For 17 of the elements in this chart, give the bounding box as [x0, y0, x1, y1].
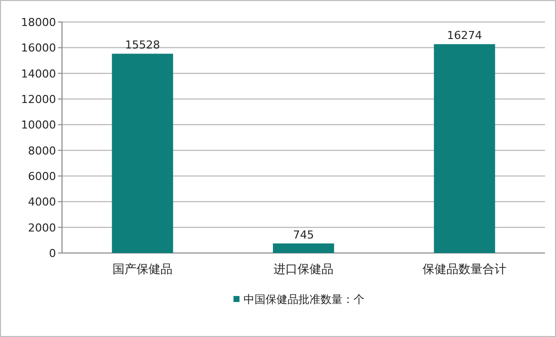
y-tick-label: 18000 — [21, 16, 56, 29]
x-tick-label: 国产保健品 — [112, 262, 172, 276]
x-tick-label: 保健品数量合计 — [422, 262, 506, 276]
y-tick-label: 10000 — [21, 118, 56, 132]
y-tick-label: 16000 — [21, 42, 56, 55]
data-label: 15528 — [125, 38, 160, 52]
y-tick-label: 14000 — [21, 67, 56, 80]
y-tick-label: 8000 — [28, 144, 56, 158]
data-label: 16274 — [447, 29, 482, 42]
y-tick-label: 6000 — [28, 170, 56, 183]
y-tick-label: 12000 — [21, 93, 56, 106]
y-tick-label: 4000 — [28, 196, 56, 209]
x-tick-label: 进口保健品 — [274, 262, 334, 276]
data-label: 745 — [293, 228, 314, 242]
y-tick-label: 0 — [49, 247, 56, 260]
y-tick-label: 2000 — [28, 221, 56, 234]
legend-label: 中国保健品批准数量：个 — [244, 293, 364, 306]
